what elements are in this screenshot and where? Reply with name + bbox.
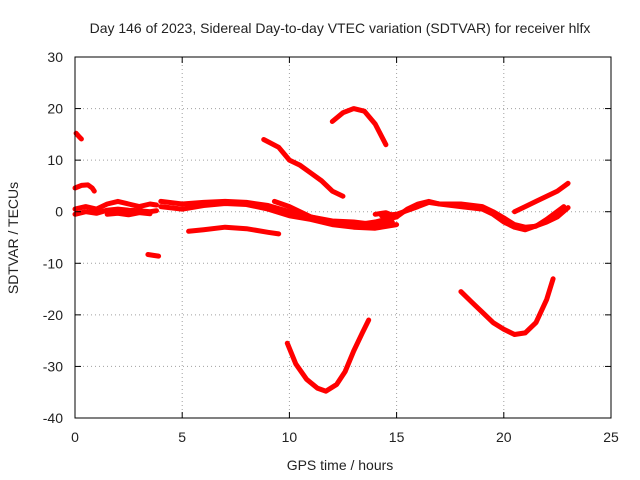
chart-title: Day 146 of 2023, Sidereal Day-to-day VTE… — [90, 20, 591, 36]
y-tick-labels: -40 -30 -20 -10 0 10 20 30 — [43, 49, 63, 426]
plot-frame — [74, 56, 612, 419]
x-tick-label: 20 — [496, 429, 512, 445]
grid-lines — [75, 57, 611, 418]
series-arc-3 — [72, 198, 159, 212]
series-arc-16 — [458, 276, 556, 337]
x-axis-label: GPS time / hours — [287, 457, 394, 473]
axis-ticks — [74, 56, 612, 419]
y-tick-label: -30 — [43, 358, 63, 374]
y-tick-label: 10 — [47, 152, 63, 168]
series-arc-1 — [73, 130, 84, 142]
y-tick-label: 0 — [55, 204, 63, 220]
series-arc-8 — [158, 201, 400, 231]
series-arc-5 — [104, 210, 153, 218]
series-arc-13 — [329, 106, 389, 148]
series-arc-9 — [186, 224, 282, 237]
y-tick-label: -10 — [43, 255, 63, 271]
series-arc-10 — [261, 137, 346, 199]
x-tick-label: 15 — [389, 429, 405, 445]
x-tick-label: 25 — [603, 429, 619, 445]
y-tick-label: -20 — [43, 307, 63, 323]
x-tick-labels: 0 5 10 15 20 25 — [71, 429, 619, 445]
data-series — [72, 106, 571, 394]
series-arc-17 — [512, 180, 571, 215]
y-axis-label: SDTVAR / TECUs — [5, 182, 21, 294]
series-arc-2 — [72, 182, 97, 194]
y-tick-label: 20 — [47, 101, 63, 117]
y-tick-label: 30 — [47, 49, 63, 65]
y-tick-label: -40 — [43, 410, 63, 426]
x-tick-label: 5 — [178, 429, 186, 445]
series-arc-11 — [271, 198, 400, 228]
x-tick-label: 10 — [282, 429, 298, 445]
series-arc-6 — [145, 252, 162, 259]
x-tick-label: 0 — [71, 429, 79, 445]
series-arc-15 — [379, 199, 567, 230]
series-arc-12 — [284, 317, 372, 394]
